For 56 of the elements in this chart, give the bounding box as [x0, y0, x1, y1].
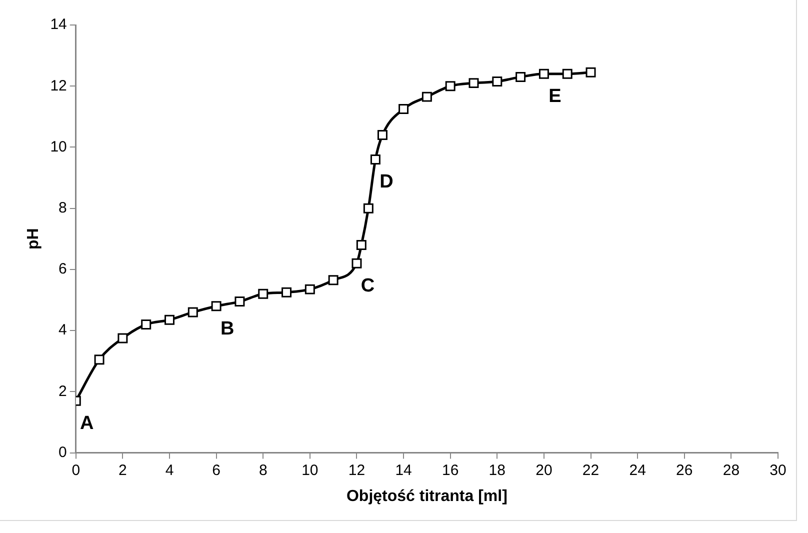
x-tick-label: 18	[488, 462, 506, 479]
x-tick-label: 28	[722, 462, 740, 479]
x-tick-label: 4	[165, 462, 174, 479]
x-tick-label: 20	[536, 462, 552, 479]
x-tick-label: 16	[442, 462, 459, 479]
x-tick-label: 30	[770, 462, 786, 479]
x-axis-title: Objętość titranta [ml]	[346, 488, 508, 505]
x-tick-label: 10	[302, 462, 318, 479]
annotation: B	[220, 318, 234, 340]
y-tick-label: 12	[50, 77, 67, 94]
point	[234, 296, 245, 307]
y-tick-label: 6	[58, 260, 67, 278]
point	[468, 78, 479, 88]
point	[282, 287, 292, 298]
y-tick-label: 2	[58, 382, 67, 400]
point	[164, 314, 174, 325]
point	[445, 81, 456, 92]
x-tick-label: 2	[118, 462, 127, 479]
point	[492, 76, 502, 87]
x-tick-label: 6	[212, 462, 220, 479]
annotation: E	[548, 86, 562, 108]
point	[377, 130, 388, 140]
x-tick-label: 22	[582, 462, 600, 479]
x-tick-label: 8	[258, 462, 268, 479]
x-tick-label: 26	[676, 462, 693, 479]
y-tick-label: 8	[58, 199, 67, 216]
annotation: C	[360, 276, 375, 297]
point	[141, 319, 152, 330]
y-tick-label: 4	[58, 322, 67, 339]
x-tick-label: 14	[395, 462, 412, 479]
point	[118, 333, 128, 344]
annotation: A	[80, 413, 94, 434]
point	[538, 68, 549, 79]
point	[562, 68, 572, 79]
x-tick-label: 12	[348, 462, 366, 479]
point	[352, 258, 362, 268]
y-axis-title: pH	[25, 228, 42, 250]
point	[258, 288, 268, 299]
point	[398, 104, 409, 114]
point	[304, 284, 315, 294]
point	[356, 240, 366, 250]
point	[211, 301, 222, 312]
point	[422, 92, 432, 102]
point	[94, 354, 104, 365]
point	[516, 72, 526, 82]
point	[586, 67, 596, 78]
point	[328, 275, 338, 286]
annotation: D	[380, 172, 394, 193]
x-tick-label: 0	[72, 462, 80, 479]
point	[370, 154, 380, 164]
y-tick-label: 0	[58, 444, 67, 461]
y-tick-label: 14	[50, 16, 67, 34]
y-tick-label: 10	[50, 138, 67, 156]
x-tick-label: 24	[629, 462, 646, 479]
point	[363, 203, 374, 214]
point	[188, 307, 198, 318]
